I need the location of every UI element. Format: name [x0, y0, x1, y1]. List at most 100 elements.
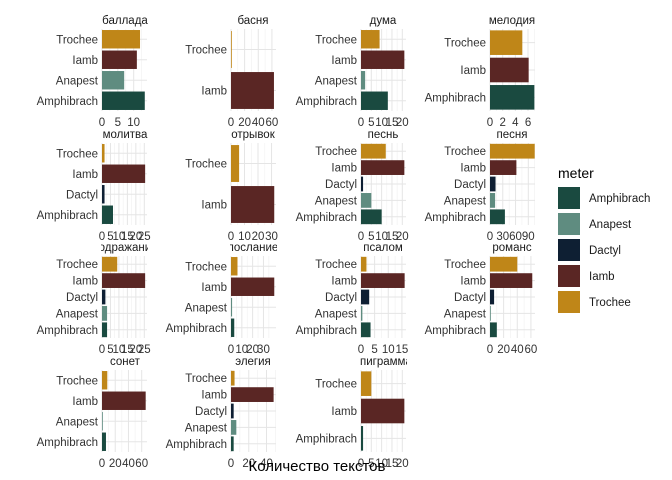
bar-dactyl — [102, 289, 106, 305]
x-tick-label: 15 — [386, 231, 399, 243]
y-tick-label: Anapest — [315, 308, 358, 320]
y-tick-label: Trochee — [56, 375, 98, 387]
bar-amphibrach — [361, 426, 364, 451]
bar-amphibrach — [490, 209, 505, 225]
y-tick-label: Iamb — [72, 276, 98, 288]
bar-iamb — [102, 164, 146, 183]
facet-title: дума — [370, 15, 397, 27]
bar-anapest — [102, 412, 103, 431]
y-tick-label: Trochee — [185, 261, 227, 273]
y-tick-label: Iamb — [460, 276, 486, 288]
y-tick-label: Trochee — [444, 146, 486, 158]
y-tick-label: Iamb — [201, 282, 227, 294]
bar-trochee — [361, 256, 367, 272]
facet-title: псалом — [363, 242, 403, 254]
y-tick-label: Amphibrach — [296, 325, 357, 337]
x-tick-label: 10 — [375, 117, 388, 129]
bar-trochee — [102, 144, 105, 163]
x-tick-label: 5 — [368, 458, 374, 470]
y-tick-label: Amphibrach — [425, 92, 486, 104]
y-tick-label: Trochee — [315, 379, 357, 391]
legend-swatch-dactyl — [558, 239, 580, 261]
x-tick-label: 20 — [246, 344, 259, 356]
bar-trochee — [231, 31, 232, 68]
facet-panel: романс Trochee Iamb Dactyl Anapest Amphibrach… — [425, 242, 538, 356]
y-tick-label: Anapest — [56, 416, 99, 428]
bar-amphibrach — [102, 91, 145, 110]
facet-title: эпиграмма — [354, 356, 412, 368]
bar-anapest — [231, 298, 233, 317]
x-tick-label: 5 — [107, 344, 113, 356]
facet-panel: басня Trochee Iamb 0 20 40 60 — [185, 15, 278, 129]
bar-amphibrach — [102, 205, 113, 224]
x-tick-label: 0 — [228, 344, 234, 356]
x-tick-label: 20 — [129, 344, 142, 356]
x-tick-label: 0 — [358, 231, 364, 243]
x-tick-label: 10 — [127, 117, 140, 129]
bar-dactyl — [102, 185, 105, 204]
y-tick-label: Iamb — [331, 55, 357, 67]
facet-title: элегия — [235, 356, 271, 368]
x-tick-label: 25 — [138, 344, 151, 356]
x-tick-label: 4 — [512, 117, 519, 129]
legend-label: Iamb — [589, 271, 615, 283]
x-tick-label: 10 — [113, 231, 126, 243]
bar-iamb — [231, 186, 275, 223]
x-tick-label: 40 — [511, 344, 524, 356]
legend-label: Anapest — [589, 219, 632, 231]
bar-anapest — [361, 71, 366, 90]
bar-iamb — [102, 273, 146, 288]
bar-anapest — [231, 420, 237, 435]
x-tick-label: 90 — [522, 231, 535, 243]
legend-items: Amphibrach Anapest Dactyl Iamb Trochee — [558, 187, 650, 313]
x-tick-label: 0 — [99, 458, 105, 470]
x-tick-label: 0 — [487, 231, 493, 243]
y-tick-label: Amphibrach — [37, 325, 98, 337]
bar-dactyl — [490, 289, 495, 305]
y-tick-label: Trochee — [56, 259, 98, 271]
bar-trochee — [361, 30, 380, 49]
bar-amphibrach — [102, 322, 108, 338]
y-tick-label: Anapest — [315, 75, 358, 87]
x-tick-label: 60 — [509, 231, 522, 243]
x-tick-label: 20 — [396, 231, 409, 243]
y-tick-label: Amphibrach — [37, 96, 98, 108]
x-tick-label: 15 — [396, 344, 409, 356]
x-tick-label: 10 — [375, 458, 388, 470]
bar-iamb — [231, 387, 274, 402]
y-tick-label: Iamb — [460, 163, 486, 175]
y-tick-label: Iamb — [460, 65, 486, 77]
gridlines — [101, 370, 147, 452]
y-tick-label: Dactyl — [454, 179, 486, 191]
y-tick-label: Iamb — [201, 86, 227, 98]
bar-anapest — [102, 306, 108, 321]
bar-trochee — [361, 143, 386, 159]
legend-swatch-anapest — [558, 213, 580, 235]
bar-iamb — [231, 72, 274, 109]
y-tick-label: Dactyl — [66, 189, 98, 201]
y-tick-label: Trochee — [444, 259, 486, 271]
x-tick-label: 2 — [499, 117, 505, 129]
bar-dactyl — [231, 403, 234, 419]
y-tick-label: Iamb — [331, 163, 357, 175]
x-tick-label: 20 — [109, 458, 122, 470]
legend-swatch-iamb — [558, 265, 580, 287]
x-tick-label: 20 — [129, 231, 142, 243]
x-tick-label: 60 — [266, 117, 279, 129]
bar-iamb — [361, 398, 405, 424]
bar-trochee — [102, 371, 108, 390]
facet-title: подражание — [92, 242, 157, 254]
y-tick-label: Amphibrach — [37, 437, 98, 449]
x-tick-label: 15 — [121, 344, 134, 356]
x-tick-label: 0 — [487, 344, 493, 356]
legend-swatch-trochee — [558, 291, 580, 313]
x-tick-label: 40 — [122, 458, 135, 470]
x-tick-label: 20 — [252, 231, 265, 243]
x-tick-label: 60 — [135, 458, 148, 470]
y-tick-label: Trochee — [315, 259, 357, 271]
